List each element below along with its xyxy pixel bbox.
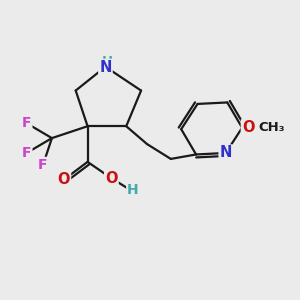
Text: O: O: [242, 120, 254, 135]
Text: N: N: [220, 146, 232, 160]
Text: F: F: [22, 146, 32, 160]
Text: N: N: [99, 60, 112, 75]
Text: O: O: [58, 172, 70, 187]
Text: F: F: [38, 158, 48, 172]
Text: F: F: [22, 116, 32, 130]
Text: H: H: [102, 55, 113, 68]
Text: H: H: [127, 183, 139, 197]
Text: O: O: [105, 171, 118, 186]
Text: CH₃: CH₃: [259, 121, 285, 134]
